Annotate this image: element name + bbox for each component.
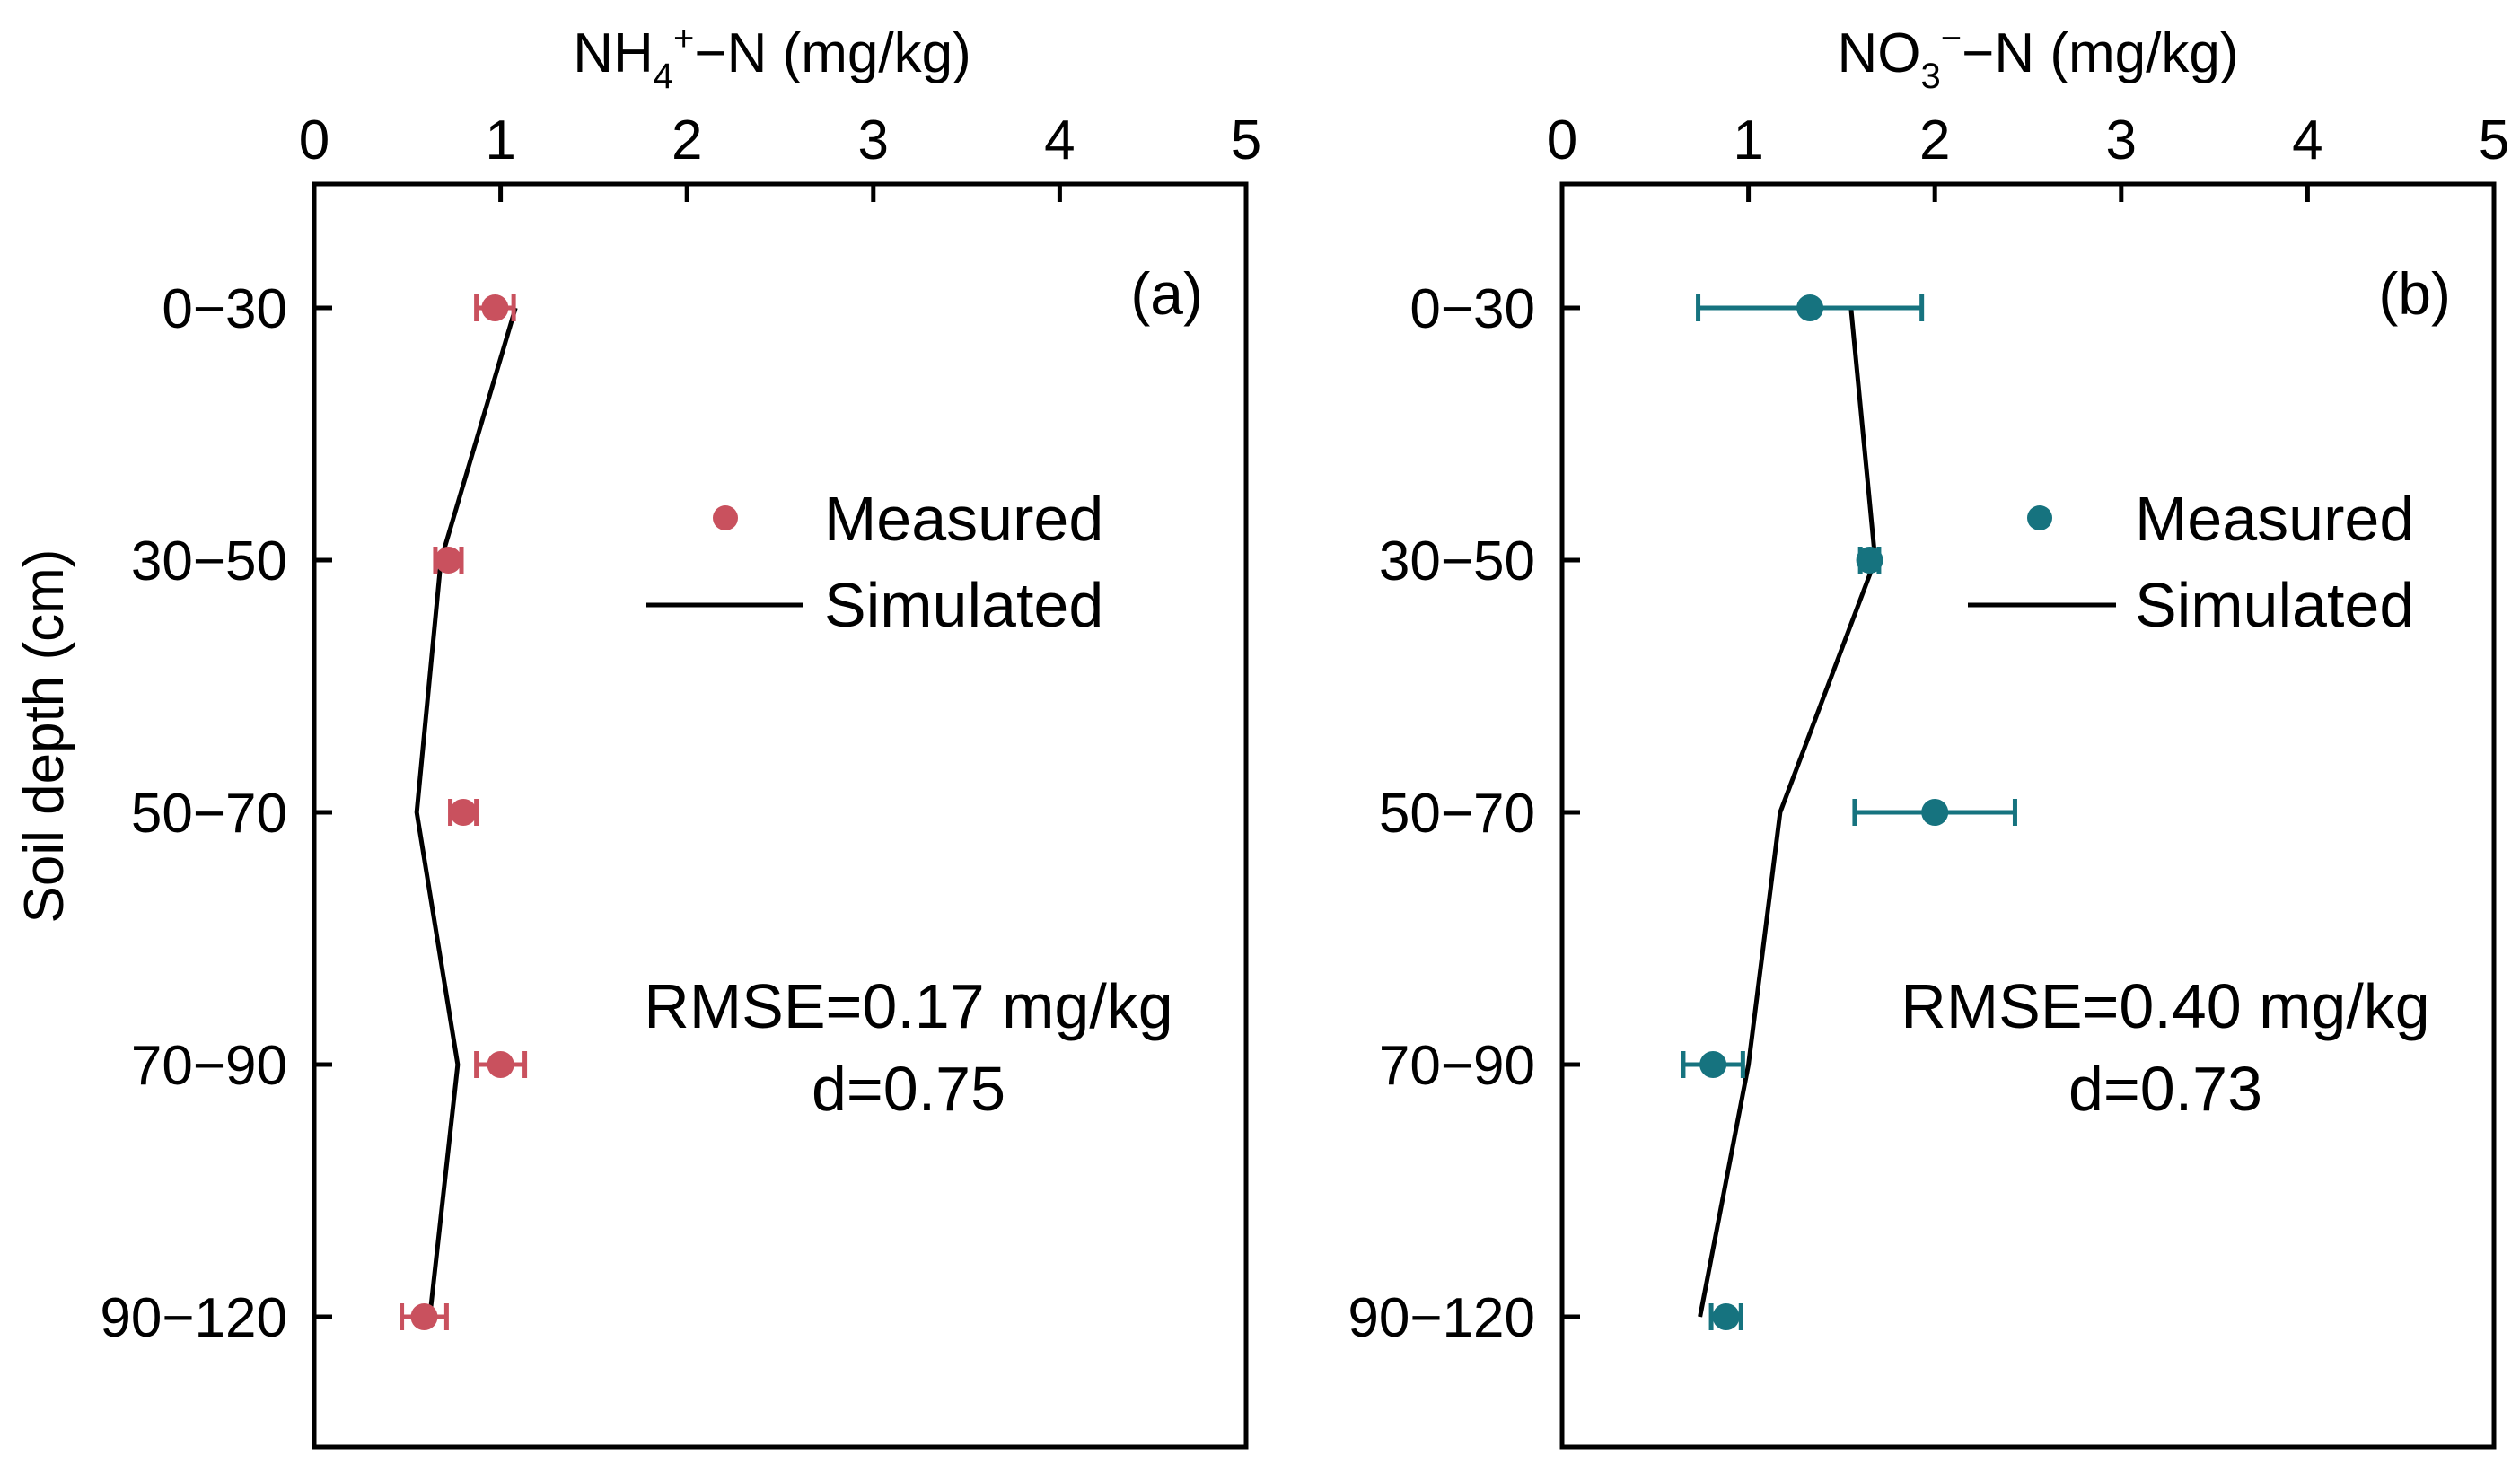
- x-tick-label: 2: [1919, 110, 1950, 171]
- legend-b: Measured Simulated: [1968, 484, 2414, 640]
- measured-point: [450, 799, 478, 826]
- x-tick-label: 2: [672, 110, 702, 171]
- x-tick-label: 5: [2479, 110, 2509, 171]
- legend-simulated-label: Simulated: [2135, 570, 2414, 640]
- x-title-main: NO: [1838, 22, 1921, 84]
- legend-measured-label: Measured: [824, 484, 1103, 554]
- measured-point: [435, 547, 462, 574]
- panel-label-a: (a): [1130, 260, 1203, 327]
- legend-measured-marker: [2027, 505, 2052, 530]
- y-axis-title: Soil depth (cm): [13, 549, 75, 924]
- legend-simulated-label: Simulated: [824, 570, 1103, 640]
- x-tick-label: 4: [2292, 110, 2322, 171]
- y-tick-label: 90−120: [100, 1287, 287, 1349]
- x-title-sub: 3: [1921, 57, 1941, 96]
- measured-point: [481, 294, 509, 321]
- y-tick-label: 50−70: [1379, 783, 1535, 845]
- legend-a: Measured Simulated: [646, 484, 1103, 640]
- measured-point: [1796, 294, 1824, 321]
- stats-d-a: d=0.75: [812, 1054, 1005, 1124]
- measured-point: [1712, 1303, 1740, 1330]
- stats-d-b: d=0.73: [2068, 1054, 2262, 1124]
- x-title-main: NH: [573, 22, 654, 84]
- x-axis-title-b: NO3−−N (mg/kg): [1838, 19, 2239, 96]
- x-title-rest: −N (mg/kg): [1962, 22, 2238, 84]
- x-axis-title-a: NH4+−N (mg/kg): [573, 19, 971, 96]
- x-tick-label: 1: [1733, 110, 1763, 171]
- measured-point: [1699, 1051, 1727, 1078]
- y-tick-label: 0−30: [1409, 278, 1535, 340]
- y-tick-label: 50−70: [131, 783, 287, 845]
- x-tick-label: 5: [1231, 110, 1261, 171]
- y-tick-label: 30−50: [1379, 530, 1535, 592]
- measured-point: [1921, 799, 1949, 826]
- simulated-line: [414, 307, 518, 1318]
- y-tick-label: 70−90: [131, 1035, 287, 1097]
- x-tick-label: 1: [485, 110, 515, 171]
- x-tick-label: 4: [1044, 110, 1075, 171]
- legend-measured-marker: [713, 505, 738, 530]
- y-tick-label: 70−90: [1379, 1035, 1535, 1097]
- simulated-line: [1698, 307, 1878, 1318]
- panel-label-b: (b): [2378, 260, 2451, 327]
- x-tick-label: 0: [1547, 110, 1577, 171]
- x-title-sub: 4: [654, 57, 673, 96]
- measured-point: [487, 1051, 514, 1078]
- measured-point: [410, 1303, 438, 1330]
- panel-a: NH4+−N (mg/kg) Soil depth (cm) (a) Measu…: [13, 19, 1261, 1450]
- x-tick-label: 0: [299, 110, 329, 171]
- plot-frame: [312, 181, 1249, 1450]
- x-tick-label: 3: [2106, 110, 2137, 171]
- y-tick-label: 30−50: [131, 530, 287, 592]
- plot-frame: [1559, 181, 2497, 1450]
- y-tick-label: 90−120: [1348, 1287, 1535, 1349]
- stats-rmse-a: RMSE=0.17 mg/kg: [644, 971, 1172, 1041]
- measured-point: [1856, 547, 1883, 574]
- x-tick-label: 3: [858, 110, 889, 171]
- x-title-sup: +: [673, 19, 694, 58]
- x-title-rest: −N (mg/kg): [694, 22, 970, 84]
- panel-b: NO3−−N (mg/kg) (b) Measured Simulated RM…: [1348, 19, 2509, 1450]
- stats-rmse-b: RMSE=0.40 mg/kg: [1901, 971, 2429, 1041]
- legend-measured-label: Measured: [2135, 484, 2414, 554]
- y-tick-label: 0−30: [162, 278, 287, 340]
- x-title-sup: −: [1941, 19, 1962, 58]
